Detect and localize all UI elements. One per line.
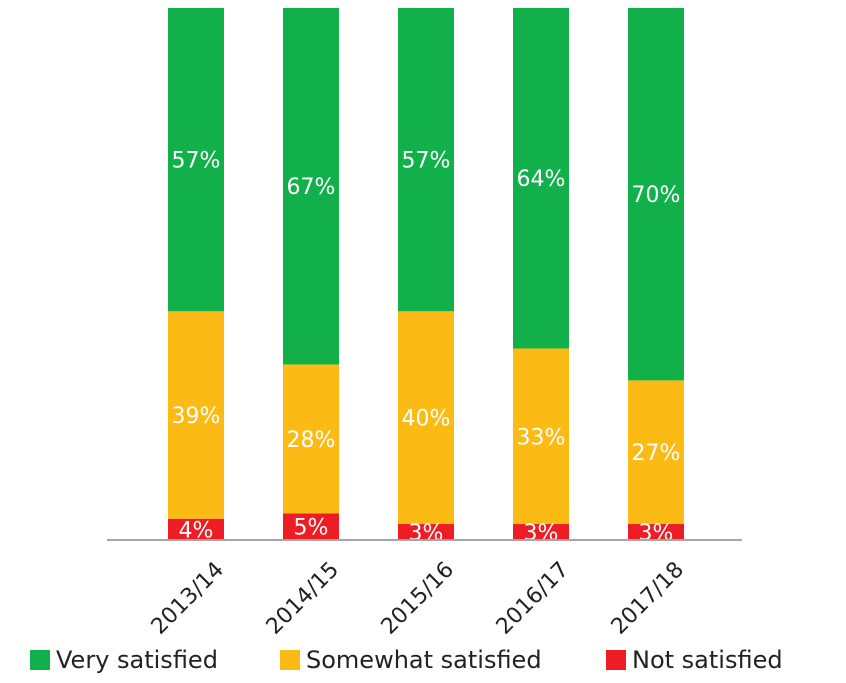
x-tick-label-2017-18: 2017/18 — [607, 557, 689, 639]
bar-not-satisfied-2015-16 — [398, 524, 454, 540]
legend-swatch-somewhat-satisfied — [280, 650, 300, 670]
bar-very-satisfied-2015-16 — [398, 8, 454, 312]
data-label-very-satisfied-2014-15: 67% — [287, 175, 336, 200]
bars-layer — [168, 8, 684, 540]
x-tick-label-2016-17: 2016/17 — [492, 557, 574, 639]
bar-very-satisfied-2017-18 — [628, 8, 684, 381]
legend: Very satisfied Somewhat satisfied Not sa… — [0, 640, 846, 680]
legend-label-not-satisfied: Not satisfied — [632, 646, 783, 674]
data-label-not-satisfied-2017-18: 3% — [639, 521, 674, 546]
bar-somewhat-satisfied-2016-17 — [513, 348, 569, 525]
data-label-not-satisfied-2015-16: 3% — [409, 521, 444, 546]
bar-not-satisfied-2013-14 — [168, 518, 224, 540]
bar-not-satisfied-2016-17 — [513, 524, 569, 540]
data-label-very-satisfied-2017-18: 70% — [632, 183, 681, 208]
legend-swatch-very-satisfied — [30, 650, 50, 670]
legend-item-very-satisfied: Very satisfied — [30, 640, 218, 680]
data-label-very-satisfied-2016-17: 64% — [517, 167, 566, 192]
data-label-somewhat-satisfied-2013-14: 39% — [172, 404, 221, 429]
bar-somewhat-satisfied-2015-16 — [398, 311, 454, 525]
legend-label-somewhat-satisfied: Somewhat satisfied — [306, 646, 542, 674]
data-label-somewhat-satisfied-2017-18: 27% — [632, 441, 681, 466]
bar-somewhat-satisfied-2014-15 — [283, 364, 339, 514]
stacked-bar-chart: 4%39%57%5%28%67%3%40%57%3%33%64%3%27%70%… — [107, 8, 742, 640]
data-label-not-satisfied-2016-17: 3% — [524, 521, 559, 546]
data-label-very-satisfied-2015-16: 57% — [402, 149, 451, 174]
bar-very-satisfied-2016-17 — [513, 8, 569, 349]
x-tick-label-2015-16: 2015/16 — [377, 557, 459, 639]
bar-very-satisfied-2013-14 — [168, 8, 224, 312]
bar-somewhat-satisfied-2017-18 — [628, 380, 684, 525]
data-label-very-satisfied-2013-14: 57% — [172, 149, 221, 174]
legend-label-very-satisfied: Very satisfied — [56, 646, 218, 674]
data-labels-layer: 4%39%57%5%28%67%3%40%57%3%33%64%3%27%70% — [172, 149, 681, 546]
data-label-somewhat-satisfied-2014-15: 28% — [287, 428, 336, 453]
x-tick-labels: 2013/14 2014/15 2015/16 2016/17 2017/18 — [147, 557, 689, 639]
x-tick-label-2014-15: 2014/15 — [262, 557, 344, 639]
data-label-somewhat-satisfied-2016-17: 33% — [517, 425, 566, 450]
legend-item-not-satisfied: Not satisfied — [606, 640, 783, 680]
bar-very-satisfied-2014-15 — [283, 8, 339, 365]
x-tick-label-2013-14: 2013/14 — [147, 557, 229, 639]
data-label-not-satisfied-2014-15: 5% — [294, 516, 329, 541]
legend-swatch-not-satisfied — [606, 650, 626, 670]
data-label-somewhat-satisfied-2015-16: 40% — [402, 407, 451, 432]
bar-somewhat-satisfied-2013-14 — [168, 311, 224, 519]
bar-not-satisfied-2014-15 — [283, 513, 339, 540]
bar-not-satisfied-2017-18 — [628, 524, 684, 540]
legend-item-somewhat-satisfied: Somewhat satisfied — [280, 640, 542, 680]
